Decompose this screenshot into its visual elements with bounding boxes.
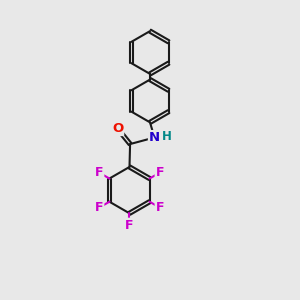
Text: F: F <box>95 166 103 179</box>
Text: F: F <box>156 201 164 214</box>
Text: O: O <box>112 122 123 135</box>
Text: F: F <box>125 219 134 232</box>
Text: F: F <box>95 201 103 214</box>
Text: H: H <box>162 130 172 143</box>
Text: N: N <box>149 131 160 144</box>
Text: F: F <box>156 166 164 179</box>
